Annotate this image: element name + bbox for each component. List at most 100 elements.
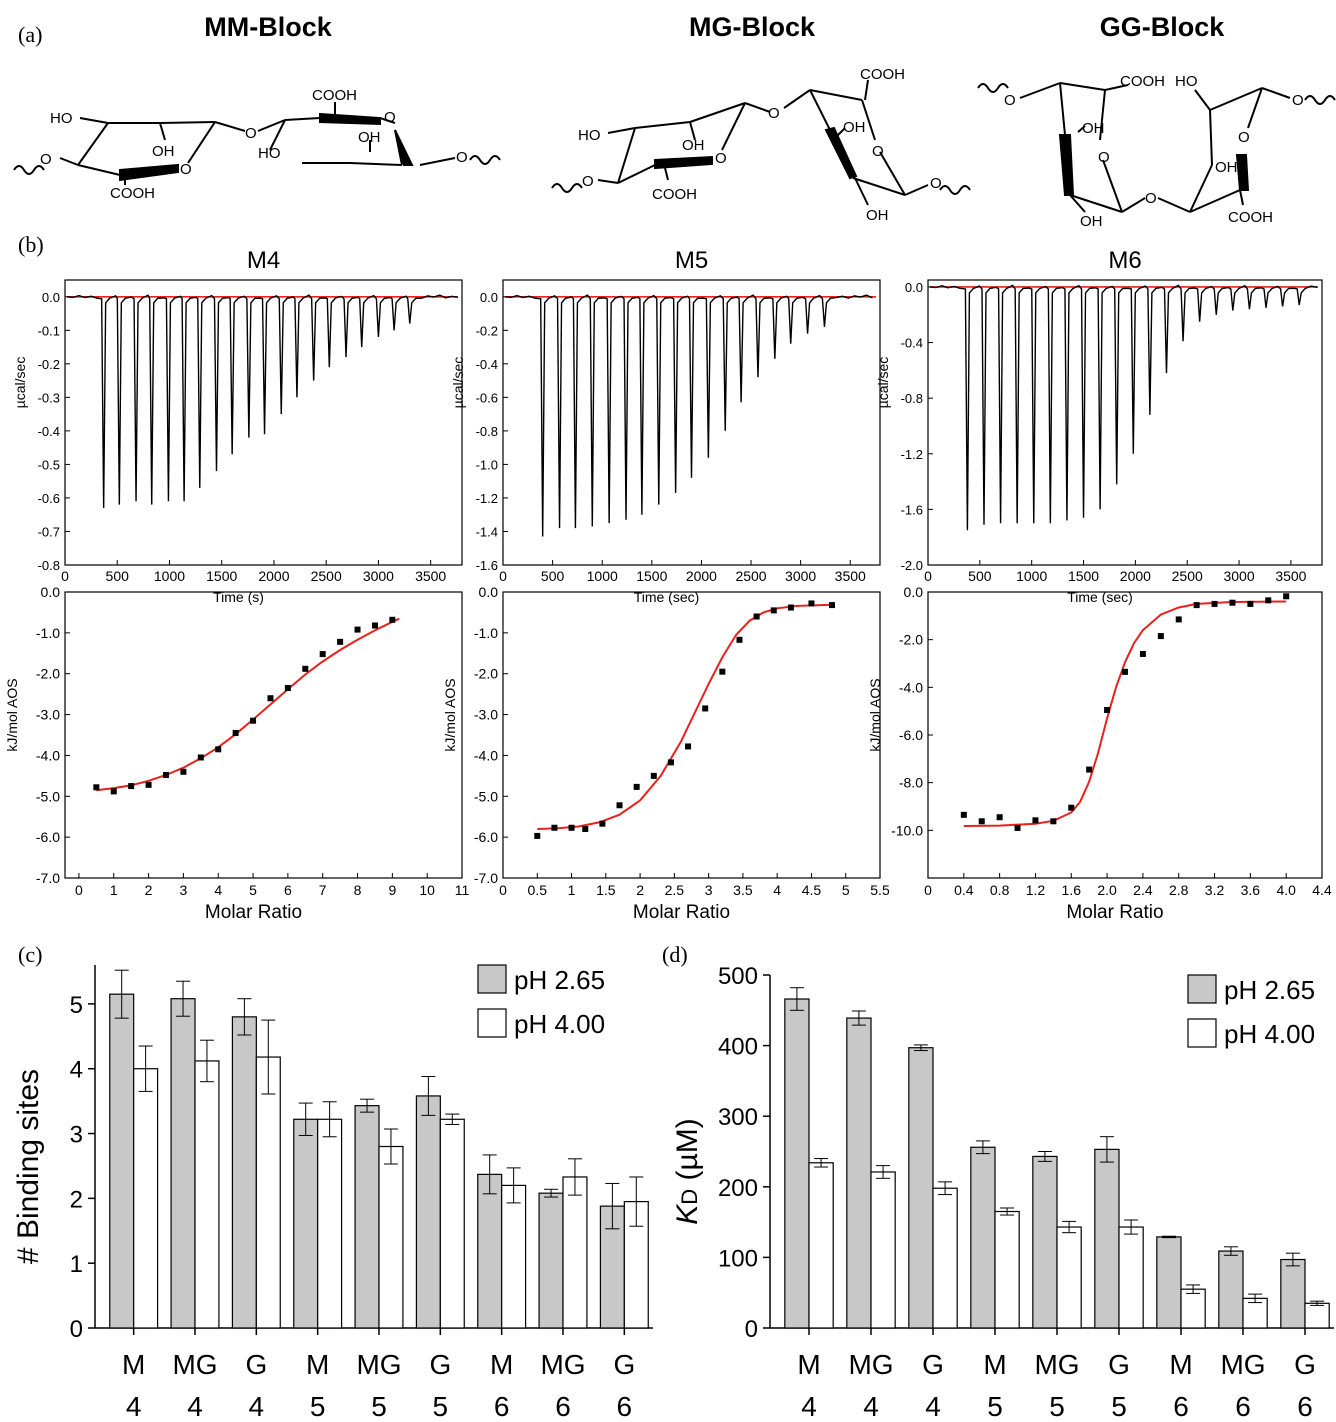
x-tick-label: 0	[924, 568, 932, 584]
data-point	[1050, 818, 1057, 825]
y-tick-label: 0.0	[480, 290, 498, 305]
atom-label: O	[1292, 92, 1304, 109]
bar	[808, 1162, 834, 1329]
data-point	[302, 665, 309, 672]
y-tick-label: -6.0	[899, 727, 923, 743]
data-point	[232, 729, 239, 736]
y-tick-label: -0.5	[38, 457, 60, 472]
x-tick-label: 1	[110, 882, 118, 898]
thermogram-trace	[929, 284, 1318, 531]
bar	[970, 1146, 996, 1329]
plot-frame	[502, 591, 881, 879]
thermogram-m6: M6 0.0 -0.4 -0.8 -1.2 -1.6 -2.00 500 1000 1500 200…	[875, 247, 1323, 605]
x-tick-label: G	[922, 1349, 944, 1380]
bar	[932, 1187, 958, 1329]
x-tick-label: MG	[540, 1349, 585, 1380]
x-tick-label: 5	[371, 1391, 387, 1422]
bold-bond	[119, 163, 179, 182]
atom-label: COOH	[1228, 209, 1273, 226]
x-tick-label: 6	[494, 1391, 510, 1422]
data-point	[1247, 600, 1254, 607]
y-tick-label: -0.7	[38, 524, 60, 539]
bond	[1157, 197, 1191, 213]
thermogram-m4: M4 0.0 -0.1 -0.2 -0.3 -0.4 -0.5 -0.6 -0.7 -0.80 50…	[12, 247, 463, 605]
bond	[1059, 82, 1106, 91]
bond	[721, 102, 746, 151]
y-tick-label: -5.0	[474, 788, 498, 804]
y-tick-label: -2.0	[36, 666, 60, 682]
atom-label: O	[768, 105, 780, 122]
bar	[846, 1017, 872, 1329]
data-point	[180, 768, 187, 775]
x-tick-label: 2.8	[1169, 882, 1189, 898]
bond	[349, 162, 403, 166]
y-axis-label: µcal/sec	[450, 357, 466, 409]
y-tick-label: 0	[70, 1316, 83, 1343]
data-point	[829, 602, 836, 609]
bond	[607, 127, 636, 134]
y-tick-label: -1.0	[36, 625, 60, 641]
bar	[1304, 1302, 1330, 1329]
bar	[255, 1056, 281, 1329]
data-point	[128, 783, 135, 790]
x-tick-label: 3500	[1275, 568, 1306, 584]
x-tick-label: MG	[356, 1349, 401, 1380]
legend-swatch	[1187, 974, 1217, 1004]
data-point	[215, 746, 222, 753]
atom-label: COOH	[110, 185, 155, 202]
x-tick-label: 3.6	[1241, 882, 1261, 898]
isotherm-m5: 0.0 -1.0 -2.0 -3.0 -4.0 -5.0 -6.0 -7.00 0.5 1 1.5 2…	[442, 584, 890, 923]
bond	[1102, 159, 1123, 213]
y-tick-label: 5	[70, 992, 83, 1019]
bond	[77, 164, 121, 176]
x-tick-label: 3	[705, 882, 713, 898]
x-tick-label: 0	[75, 882, 83, 898]
atom-label: O	[1238, 129, 1250, 146]
atom-label: O	[1145, 190, 1157, 207]
x-tick-label: 500	[541, 568, 565, 584]
atom-label: COOH	[652, 186, 697, 203]
data-point	[1175, 616, 1182, 623]
data-point	[267, 695, 274, 702]
thermogram-trace	[66, 294, 458, 509]
y-tick-label: -1.6	[901, 502, 923, 517]
structure-mg-labels: HO OH O O COOH O OH COOH O OH O	[578, 66, 942, 224]
atom-label: HO	[50, 110, 73, 127]
legend-swatch	[477, 1008, 507, 1038]
bond	[744, 102, 771, 113]
bond	[689, 102, 746, 123]
structure-title-mm: MM-Block	[204, 12, 332, 42]
data-point	[1014, 824, 1021, 831]
bar	[1180, 1288, 1206, 1329]
x-tick-label: MG	[172, 1349, 217, 1380]
x-tick-label: MG	[848, 1349, 893, 1380]
y-tick-label: -1.0	[476, 457, 498, 472]
x-tick-label: 6	[1173, 1391, 1189, 1422]
bar	[1032, 1155, 1058, 1329]
y-tick-label: 100	[718, 1245, 758, 1272]
x-tick-label: 2000	[258, 568, 289, 584]
y-tick-label: -8.0	[899, 775, 923, 791]
x-tick-label: MG	[1034, 1349, 1079, 1380]
structure-mm-block	[13, 102, 501, 185]
y-tick-label: 500	[718, 963, 758, 990]
bond	[1104, 84, 1129, 91]
x-tick-label: 0.5	[528, 882, 548, 898]
plot-frame	[64, 279, 463, 566]
x-tick-label: 2.0	[1097, 882, 1117, 898]
bar	[994, 1210, 1020, 1329]
bar-chart-binding-sites: 0 1 2 3 4 5 # Binding sites M 4 MG 4 G 4 M 5 MG 5 G 5 M 6 MG 6…	[12, 964, 653, 1422]
y-tick-label: 0.0	[904, 584, 924, 600]
x-tick-label: G	[1294, 1349, 1316, 1380]
x-tick-label: 3000	[363, 568, 394, 584]
structure-title-gg: GG-Block	[1100, 12, 1226, 42]
y-tick-label: -2.0	[899, 632, 923, 648]
data-point	[1104, 706, 1111, 713]
bond	[1121, 197, 1146, 213]
bond	[634, 121, 691, 129]
bar	[317, 1118, 343, 1329]
x-tick-label: 1	[568, 882, 576, 898]
wavy-bond	[551, 183, 583, 193]
y-tick-label: -2.0	[474, 666, 498, 682]
